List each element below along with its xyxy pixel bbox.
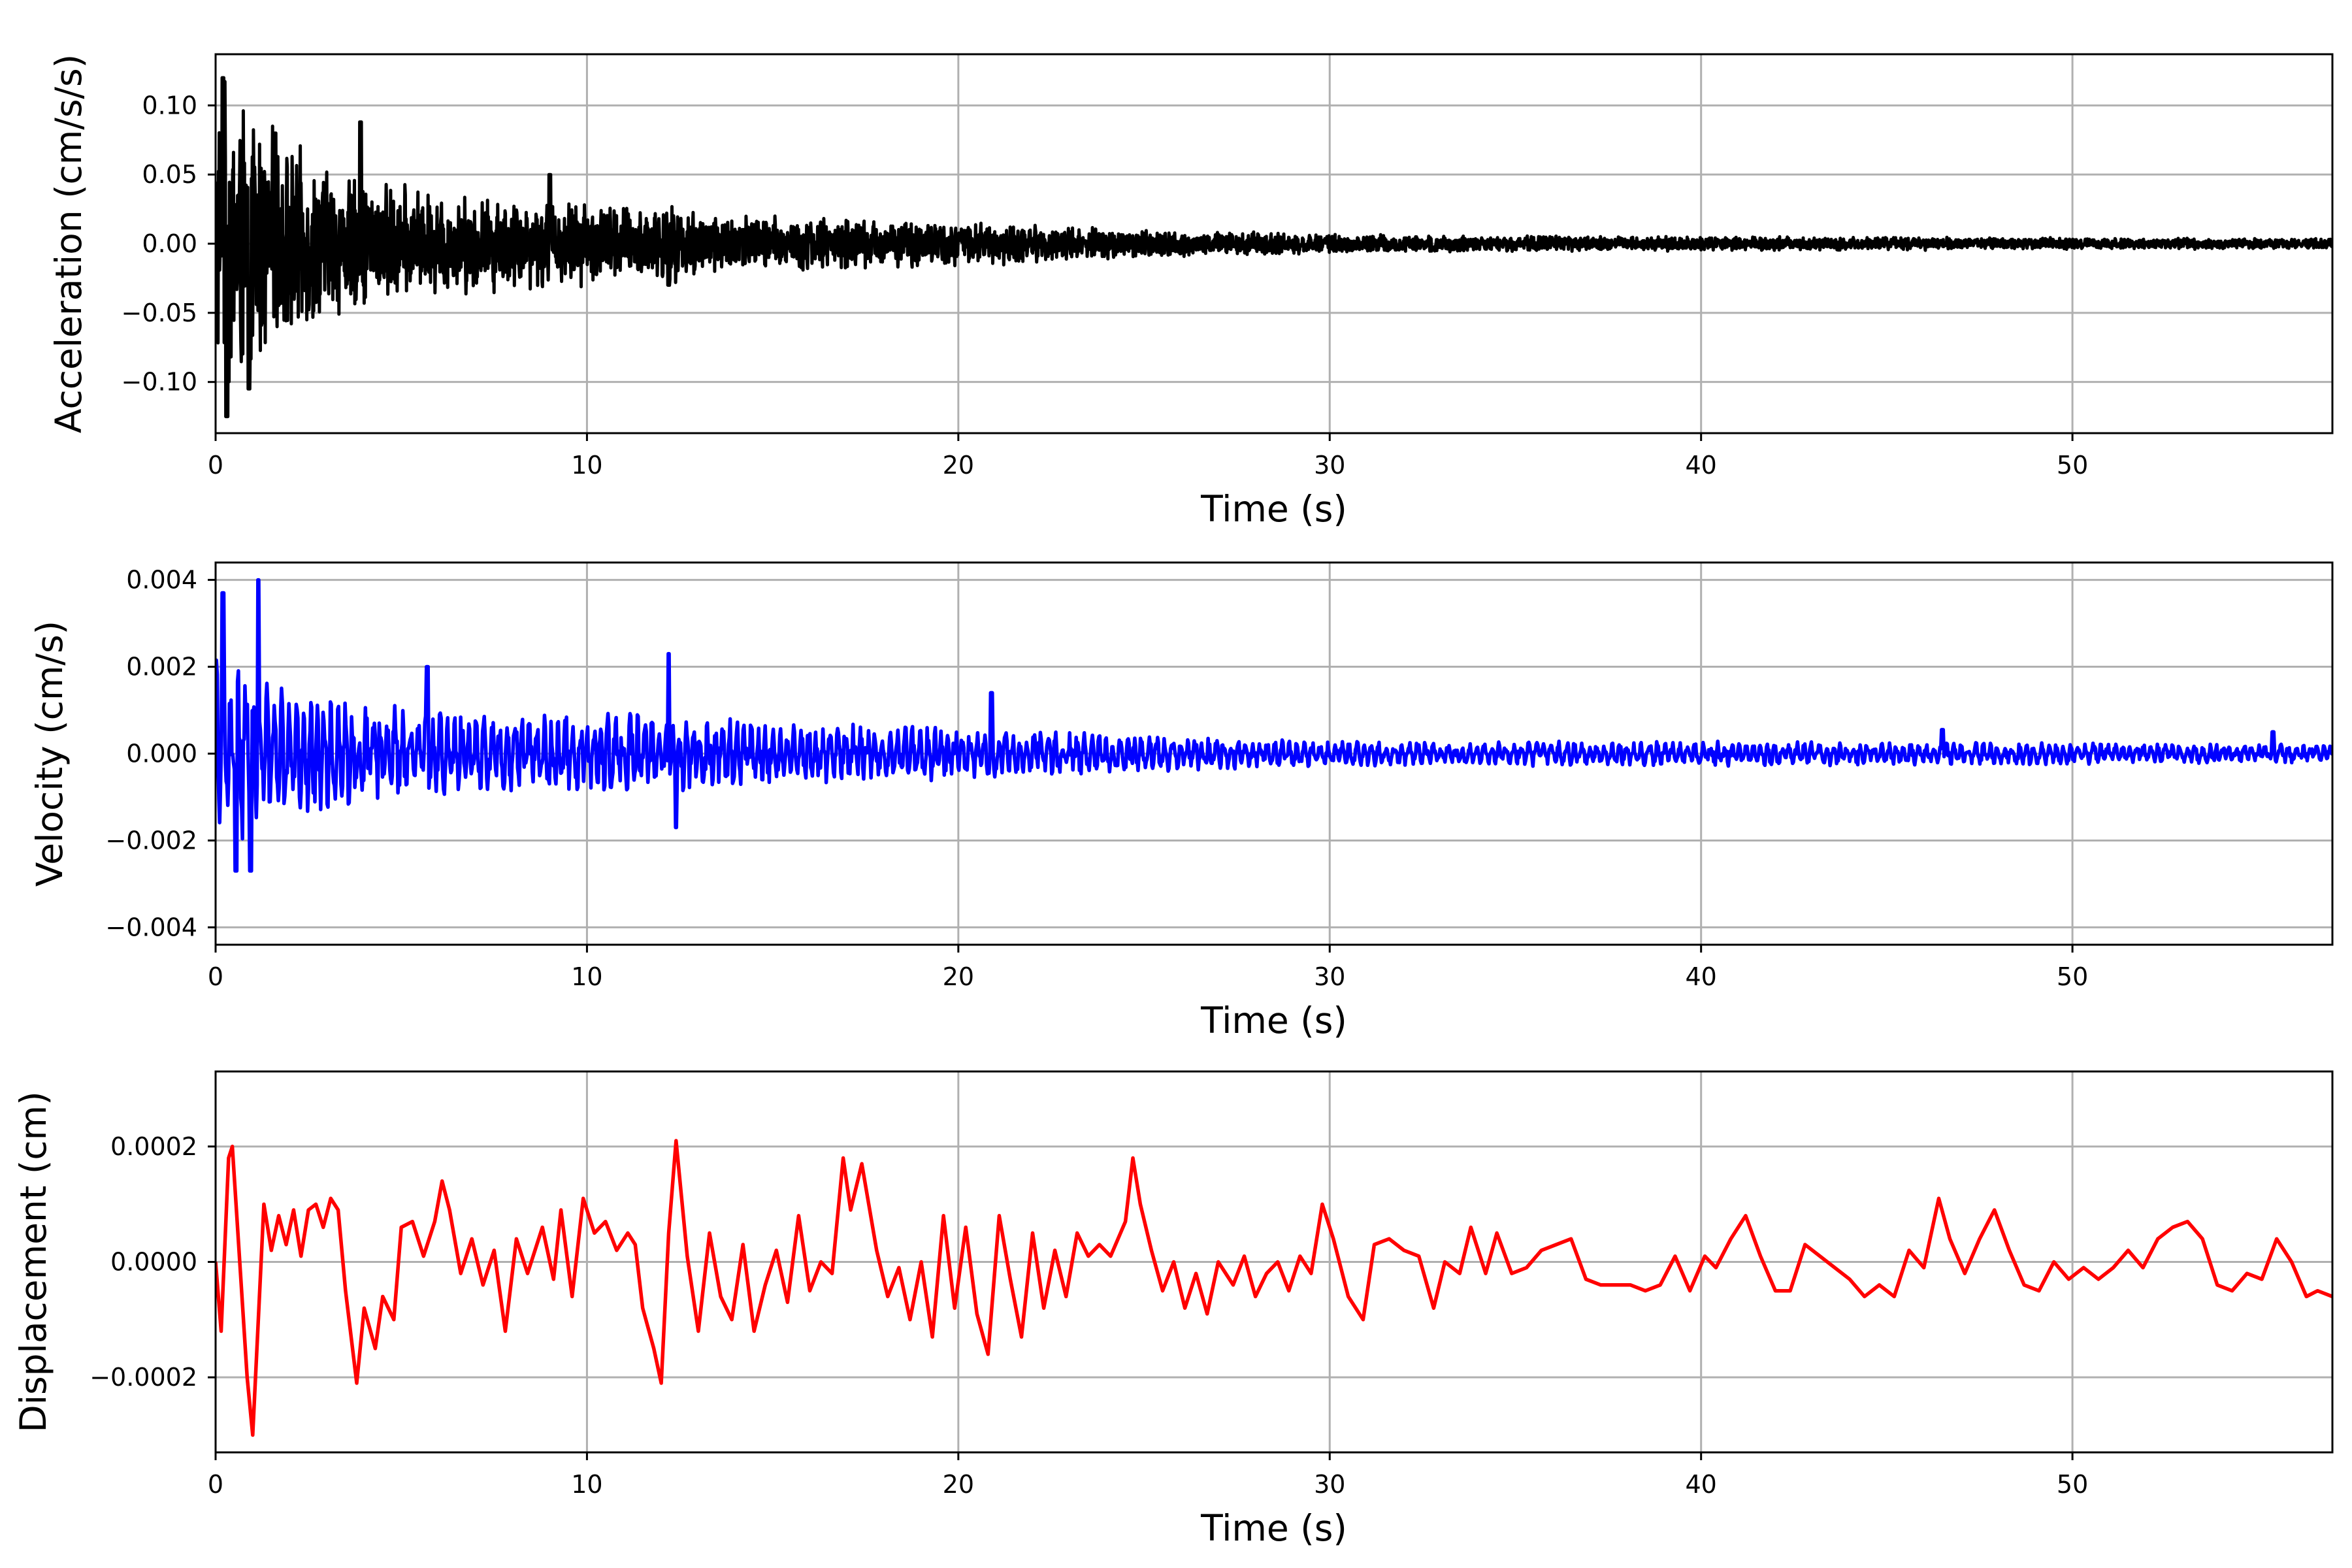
acceleration-xtick-label: 20 bbox=[943, 451, 974, 480]
acceleration-ytick-label: 0.05 bbox=[142, 160, 197, 189]
acceleration-ytick-label: −0.10 bbox=[122, 368, 197, 397]
acceleration-xtick-label: 50 bbox=[2057, 451, 2088, 480]
acceleration-xtick-label: 30 bbox=[1314, 451, 1345, 480]
velocity-panel: 0 10 20 30 40 50 −0.004 −0.002 0.000 0.002 0.004 Ti… bbox=[29, 561, 2334, 1041]
velocity-xtick-label: 30 bbox=[1314, 962, 1345, 991]
displacement-yaxis-label: Displacement (cm) bbox=[12, 1091, 54, 1432]
velocity-xtick-label: 50 bbox=[2057, 962, 2088, 991]
velocity-ytick-label: 0.002 bbox=[126, 653, 197, 681]
velocity-ytick-label: 0.004 bbox=[126, 566, 197, 595]
acceleration-ytick-label: −0.05 bbox=[122, 299, 197, 327]
displacement-ytick-label: −0.0002 bbox=[90, 1363, 197, 1392]
displacement-xtick-label: 0 bbox=[208, 1470, 223, 1499]
displacement-xaxis-label: Time (s) bbox=[1200, 1507, 1347, 1549]
displacement-panel: 0 10 20 30 40 50 −0.0002 0.0000 0.0002 Time (s) Di… bbox=[12, 1070, 2334, 1549]
acceleration-series-line bbox=[216, 76, 2332, 419]
acceleration-xtick-label: 0 bbox=[208, 451, 223, 480]
displacement-series-line bbox=[216, 1139, 2332, 1437]
velocity-ytick-label: 0.000 bbox=[126, 740, 197, 768]
displacement-xtick-label: 20 bbox=[943, 1470, 974, 1499]
velocity-xtick-label: 0 bbox=[208, 962, 223, 991]
velocity-xaxis-label: Time (s) bbox=[1200, 1000, 1347, 1041]
displacement-xtick-label: 30 bbox=[1314, 1470, 1345, 1499]
velocity-xtick-label: 10 bbox=[571, 962, 602, 991]
acceleration-xtick-label: 40 bbox=[1686, 451, 1717, 480]
displacement-ytick-label: 0.0000 bbox=[110, 1248, 197, 1277]
acceleration-yaxis-label: Acceleration (cm/s/s) bbox=[48, 54, 90, 433]
velocity-xtick-label: 20 bbox=[943, 962, 974, 991]
acceleration-ytick-label: 0.00 bbox=[142, 229, 197, 258]
displacement-xtick-label: 40 bbox=[1686, 1470, 1717, 1499]
displacement-xtick-label: 50 bbox=[2057, 1470, 2088, 1499]
velocity-ytick-label: −0.004 bbox=[105, 913, 197, 941]
acceleration-panel: 0 10 20 30 40 50 −0.10 −0.05 0.00 0.05 0.10 Time (s… bbox=[48, 53, 2334, 530]
acceleration-xtick-label: 10 bbox=[571, 451, 602, 480]
displacement-xtick-label: 10 bbox=[571, 1470, 602, 1499]
acceleration-ytick-label: 0.10 bbox=[142, 91, 197, 120]
velocity-yaxis-label: Velocity (cm/s) bbox=[29, 621, 71, 887]
displacement-ytick-label: 0.0002 bbox=[110, 1132, 197, 1161]
velocity-ytick-label: −0.002 bbox=[105, 826, 197, 855]
velocity-xtick-label: 40 bbox=[1686, 962, 1717, 991]
acceleration-xaxis-label: Time (s) bbox=[1200, 488, 1347, 530]
velocity-series-line bbox=[216, 578, 2332, 873]
